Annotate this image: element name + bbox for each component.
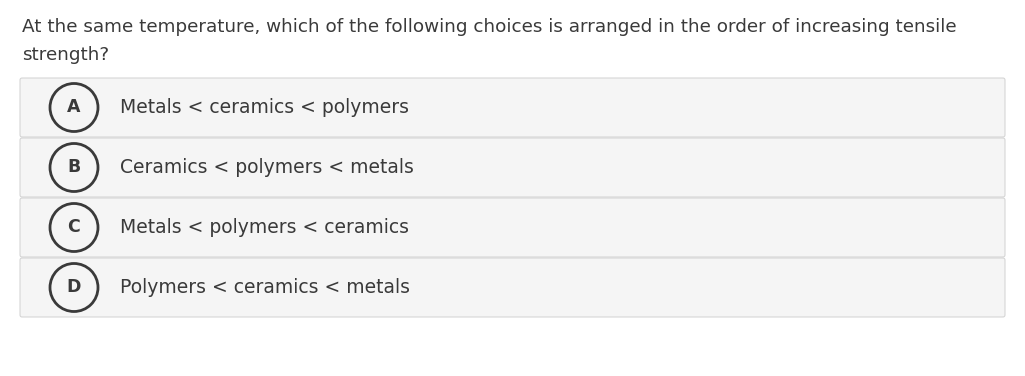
Text: A: A [68,99,81,117]
Text: D: D [67,279,81,297]
FancyBboxPatch shape [20,198,1004,257]
Text: B: B [68,159,81,176]
Text: Polymers < ceramics < metals: Polymers < ceramics < metals [120,278,410,297]
FancyBboxPatch shape [20,138,1004,197]
Text: Metals < polymers < ceramics: Metals < polymers < ceramics [120,218,409,237]
Text: Metals < ceramics < polymers: Metals < ceramics < polymers [120,98,409,117]
Ellipse shape [50,83,98,132]
Text: C: C [68,218,80,237]
Text: strength?: strength? [22,46,109,64]
Text: Ceramics < polymers < metals: Ceramics < polymers < metals [120,158,414,177]
FancyBboxPatch shape [20,258,1004,317]
Ellipse shape [50,264,98,311]
Ellipse shape [50,203,98,252]
FancyBboxPatch shape [20,78,1004,137]
Text: At the same temperature, which of the following choices is arranged in the order: At the same temperature, which of the fo… [22,18,956,36]
Ellipse shape [50,144,98,191]
